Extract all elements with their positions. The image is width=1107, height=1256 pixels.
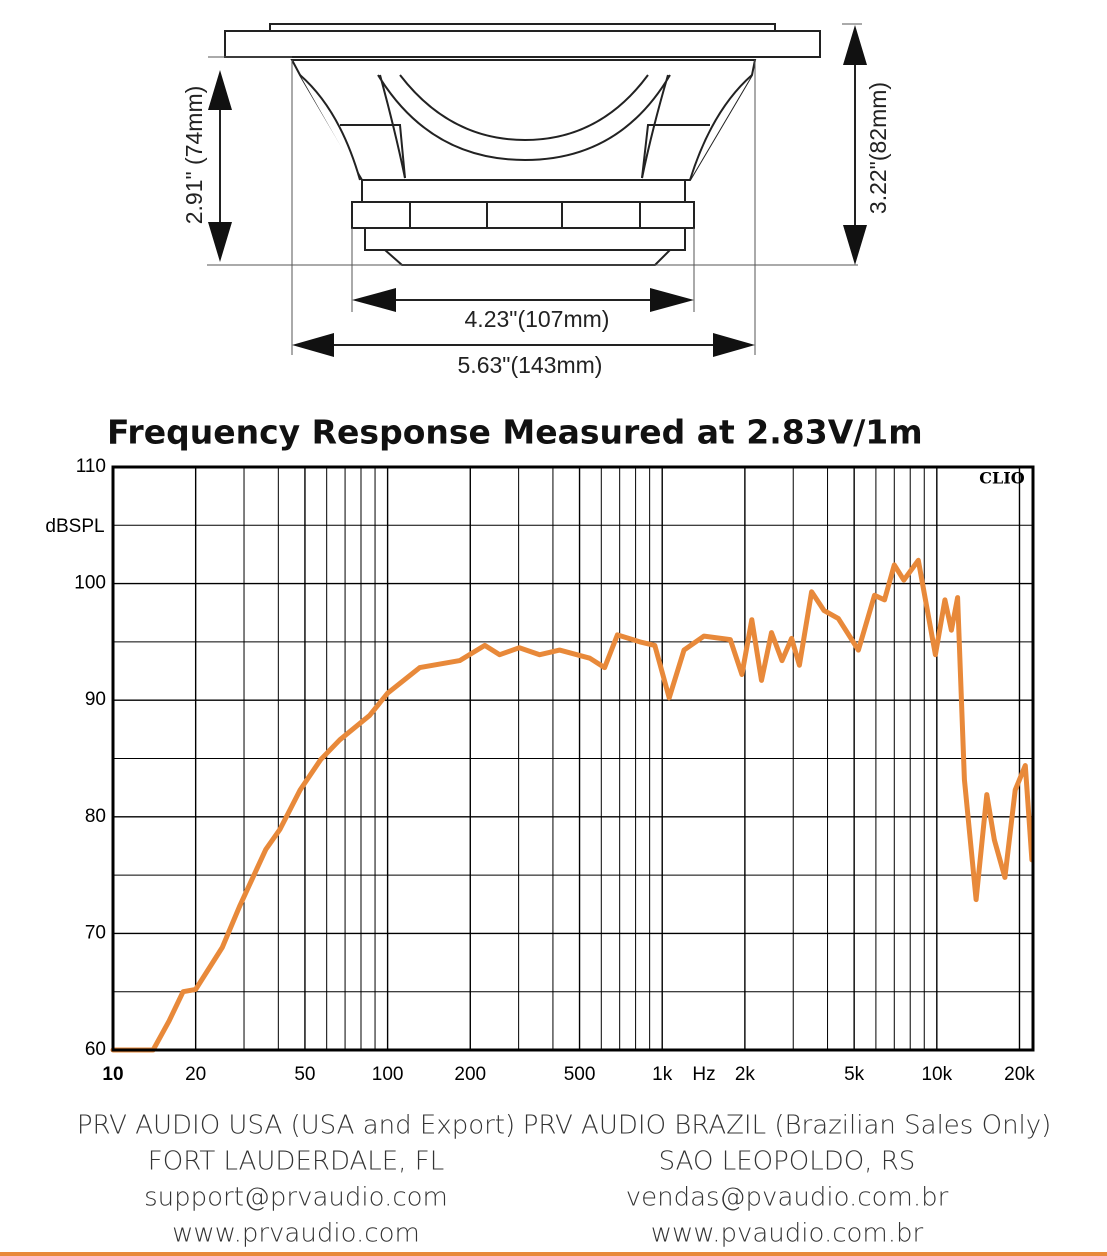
x-axis-label: Hz bbox=[692, 1064, 715, 1085]
response-line bbox=[110, 557, 1035, 1053]
contact-line: www.pvaudio.com.br bbox=[651, 1219, 924, 1249]
y-tick-label: 70 bbox=[85, 922, 106, 943]
x-tick-label: 2k bbox=[735, 1064, 756, 1085]
dimension-label: 5.63"(143mm) bbox=[458, 352, 603, 378]
y-tick-label: 60 bbox=[85, 1039, 106, 1060]
footer: PRV AUDIO USA (USA and Export) FORT LAUDE… bbox=[77, 1111, 1051, 1249]
x-tick-label: 500 bbox=[564, 1064, 596, 1085]
contact-line: PRV AUDIO USA (USA and Export) bbox=[77, 1111, 515, 1141]
chart-title: Frequency Response Measured at 2.83V/1m bbox=[107, 413, 923, 452]
x-tick-label: 10k bbox=[921, 1064, 952, 1085]
y-tick-label: 100 bbox=[74, 573, 106, 594]
x-tick-label: 50 bbox=[294, 1064, 315, 1085]
x-tick-label: 20k bbox=[1004, 1064, 1035, 1085]
x-tick-label: 20 bbox=[185, 1064, 206, 1085]
speaker-drawing: 2.91" (74mm) 3.22"(82mm) 4.23"(107mm) 5.… bbox=[181, 23, 891, 378]
contact-line: www.prvaudio.com bbox=[172, 1219, 420, 1249]
contact-line: vendas@pvaudio.com.br bbox=[626, 1183, 949, 1213]
bottom-rule bbox=[0, 1252, 1107, 1256]
dimension-label: 2.91" (74mm) bbox=[181, 86, 207, 225]
contact-line: support@prvaudio.com bbox=[144, 1183, 448, 1213]
y-axis-label: dBSPL bbox=[45, 516, 104, 537]
x-tick-label: 100 bbox=[372, 1064, 404, 1085]
dimension-label: 4.23"(107mm) bbox=[465, 306, 610, 332]
x-tick-label: 200 bbox=[454, 1064, 486, 1085]
dimension-label: 3.22"(82mm) bbox=[865, 82, 891, 214]
watermark: CLIO bbox=[979, 469, 1024, 488]
contact-line: PRV AUDIO BRAZIL (Brazilian Sales Only) bbox=[523, 1111, 1052, 1141]
x-tick-label: 1k bbox=[652, 1064, 673, 1085]
x-tick-label: 5k bbox=[844, 1064, 865, 1085]
contact-line: SAO LEOPOLDO, RS bbox=[659, 1147, 916, 1177]
y-tick-label: 80 bbox=[85, 806, 106, 827]
x-tick-label: 10 bbox=[102, 1064, 123, 1085]
grid bbox=[112, 466, 1033, 1051]
y-tick-label: 110 bbox=[76, 456, 106, 477]
contact-line: FORT LAUDERDALE, FL bbox=[148, 1147, 444, 1177]
y-tick-label: 90 bbox=[85, 689, 106, 710]
plot-frame bbox=[111, 465, 1035, 1052]
